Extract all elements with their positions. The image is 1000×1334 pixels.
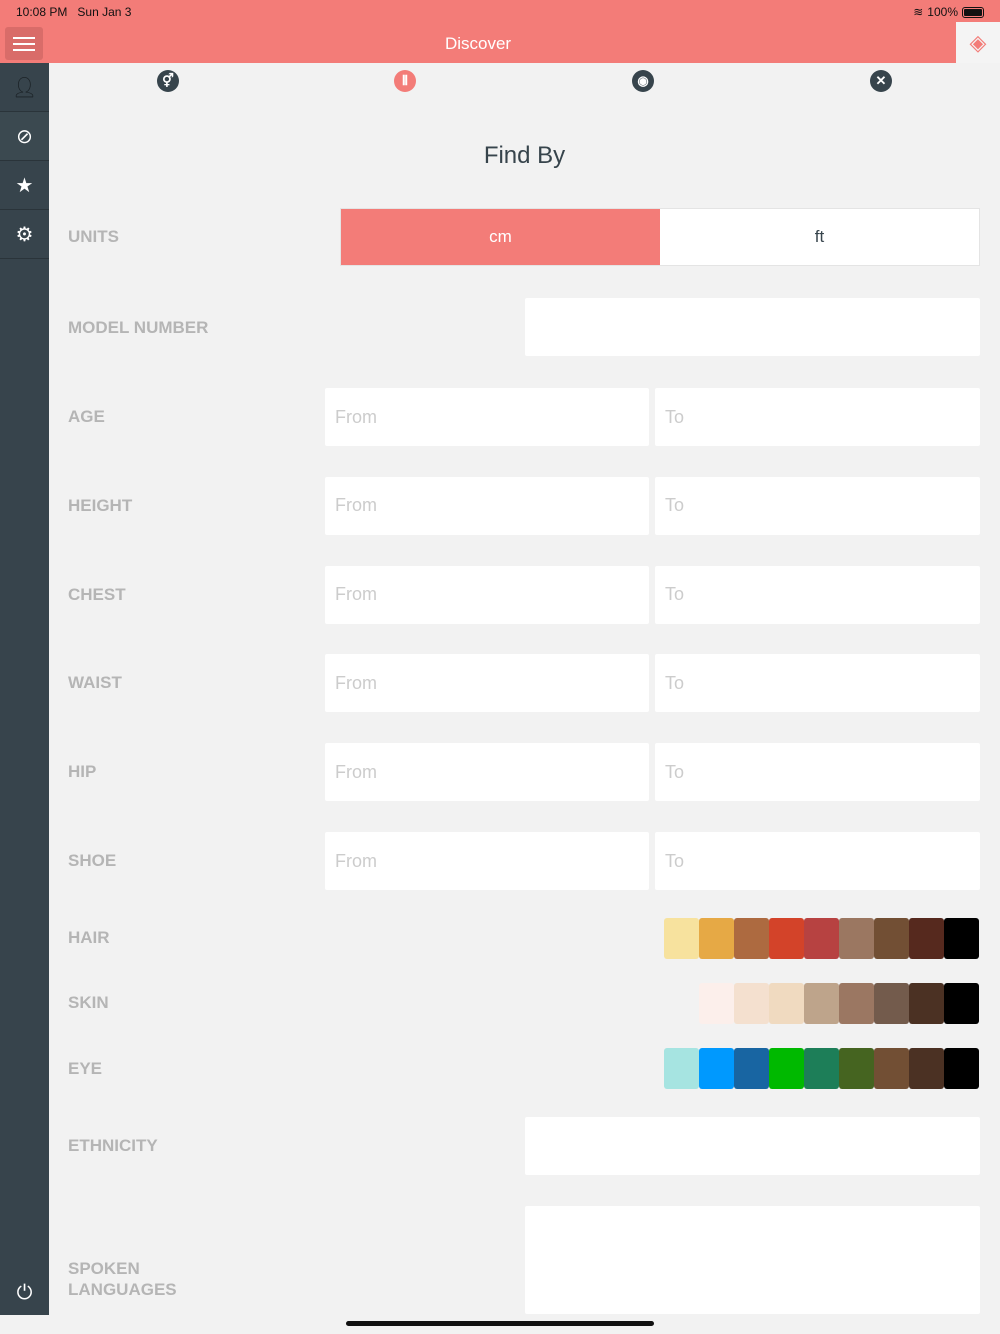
power-button[interactable]: ⏻ (0, 1282, 49, 1305)
skin-swatch[interactable] (699, 983, 734, 1024)
range-to-input[interactable]: To (655, 388, 980, 446)
range-from-input[interactable]: From (325, 388, 649, 446)
gear-icon: ⚙ (15, 223, 34, 246)
range-label: SHOE (68, 851, 117, 870)
hair-swatch[interactable] (769, 918, 804, 959)
hair-swatch[interactable] (664, 918, 699, 959)
units-label: UNITS (68, 227, 119, 246)
nav-bar: Discover (0, 24, 956, 63)
globe-icon: ◉ (637, 73, 649, 88)
eye-swatch[interactable] (839, 1048, 874, 1089)
time: 10:08 PM (16, 5, 68, 19)
sidebar-item-discover[interactable]: ⊘ (0, 112, 49, 161)
user-icon: 👤︎ (11, 76, 38, 99)
ethnicity-label: ETHNICITY (68, 1136, 158, 1155)
range-from-input[interactable]: From (325, 476, 649, 535)
skin-swatch[interactable] (839, 983, 874, 1024)
date: Sun Jan 3 (77, 5, 132, 19)
tab-globe[interactable]: ◉ (632, 70, 654, 92)
range-from-input[interactable]: From (325, 832, 649, 890)
sidebar-item-settings[interactable]: ⚙ (0, 210, 49, 259)
units-segmented-control: cm ft (340, 208, 980, 266)
hair-color-picker (664, 918, 979, 959)
range-to-input[interactable]: To (655, 832, 980, 890)
range-from-input[interactable]: From (325, 743, 649, 802)
menu-button[interactable] (5, 27, 43, 60)
hair-swatch[interactable] (734, 918, 769, 959)
range-label: HIP (68, 762, 97, 782)
eye-swatch[interactable] (944, 1048, 979, 1089)
hair-label: HAIR (68, 928, 110, 947)
hair-swatch[interactable] (909, 918, 944, 959)
sidebar-item-profile[interactable]: 👤︎ (0, 63, 49, 112)
sidebar: 👤︎ ⊘ ★ ⚙ ⏻ (0, 63, 49, 1315)
eye-label: EYE (68, 1059, 103, 1078)
home-indicator (346, 1321, 654, 1326)
section-heading: Find By (483, 142, 566, 169)
range-to-input[interactable]: To (655, 654, 980, 713)
skin-color-picker (699, 983, 979, 1024)
status-bar: 10:08 PM Sun Jan 3 ≋ 100% (0, 0, 1000, 24)
range-label: AGE (68, 407, 105, 426)
hair-swatch[interactable] (839, 918, 874, 959)
skin-swatch[interactable] (804, 983, 839, 1024)
range-from-input[interactable]: From (325, 654, 649, 713)
gender-icon: ⚥ (162, 73, 174, 88)
model-number-label: MODEL NUMBER (68, 318, 209, 337)
spoken-languages-label-line1: SPOKEN (68, 1259, 140, 1278)
skin-swatch[interactable] (909, 983, 944, 1024)
range-label: CHEST (68, 584, 126, 604)
spoken-languages-label-line2: LANGUAGES (68, 1280, 177, 1299)
range-to-input[interactable]: To (655, 565, 980, 624)
eye-swatch[interactable] (769, 1048, 804, 1089)
layers-button[interactable]: ◈ (956, 22, 1000, 63)
tab-filter[interactable]: ⦀ (394, 70, 416, 92)
ethnicity-input[interactable] (525, 1117, 980, 1175)
tab-gender[interactable]: ⚥ (157, 70, 179, 92)
battery-percent: 100% (927, 5, 958, 19)
power-icon: ⏻ (16, 1282, 33, 1304)
range-from-input[interactable]: From (325, 565, 649, 624)
battery-icon (962, 6, 984, 18)
skin-label: SKIN (68, 993, 109, 1012)
units-ft-option[interactable]: ft (660, 209, 979, 265)
star-icon: ★ (15, 174, 34, 197)
hair-swatch[interactable] (944, 918, 979, 959)
hair-swatch[interactable] (699, 918, 734, 959)
close-icon: ✕ (875, 73, 887, 88)
wifi-icon: ≋ (913, 5, 924, 19)
skin-swatch[interactable] (944, 983, 979, 1024)
range-label: WAIST (68, 673, 122, 693)
eye-swatch[interactable] (734, 1048, 769, 1089)
layers-icon: ◈ (969, 29, 987, 55)
hair-swatch[interactable] (804, 918, 839, 959)
hair-swatch[interactable] (874, 918, 909, 959)
eye-swatch[interactable] (804, 1048, 839, 1089)
skin-swatch[interactable] (734, 983, 769, 1024)
range-label: HEIGHT (68, 495, 133, 515)
eye-swatch[interactable] (664, 1048, 699, 1089)
range-to-input[interactable]: To (655, 476, 980, 535)
eye-swatch[interactable] (874, 1048, 909, 1089)
range-to-input[interactable]: To (655, 743, 980, 802)
page-title: Discover (444, 34, 512, 53)
eye-swatch[interactable] (699, 1048, 734, 1089)
spoken-languages-label: SPOKEN LANGUAGES (68, 1258, 177, 1300)
skin-swatch[interactable] (769, 983, 804, 1024)
model-number-input[interactable] (525, 298, 980, 356)
spoken-languages-input[interactable] (525, 1206, 980, 1314)
skin-swatch[interactable] (874, 983, 909, 1024)
filter-icon: ⦀ (402, 73, 408, 88)
units-cm-option[interactable]: cm (341, 209, 660, 265)
compass-icon: ⊘ (16, 125, 33, 148)
tab-bar: ⚥ ⦀ ◉ ✕ (49, 70, 1000, 94)
sidebar-item-favorites[interactable]: ★ (0, 161, 49, 210)
eye-swatch[interactable] (909, 1048, 944, 1089)
eye-color-picker (664, 1048, 979, 1089)
tab-close[interactable]: ✕ (870, 70, 892, 92)
